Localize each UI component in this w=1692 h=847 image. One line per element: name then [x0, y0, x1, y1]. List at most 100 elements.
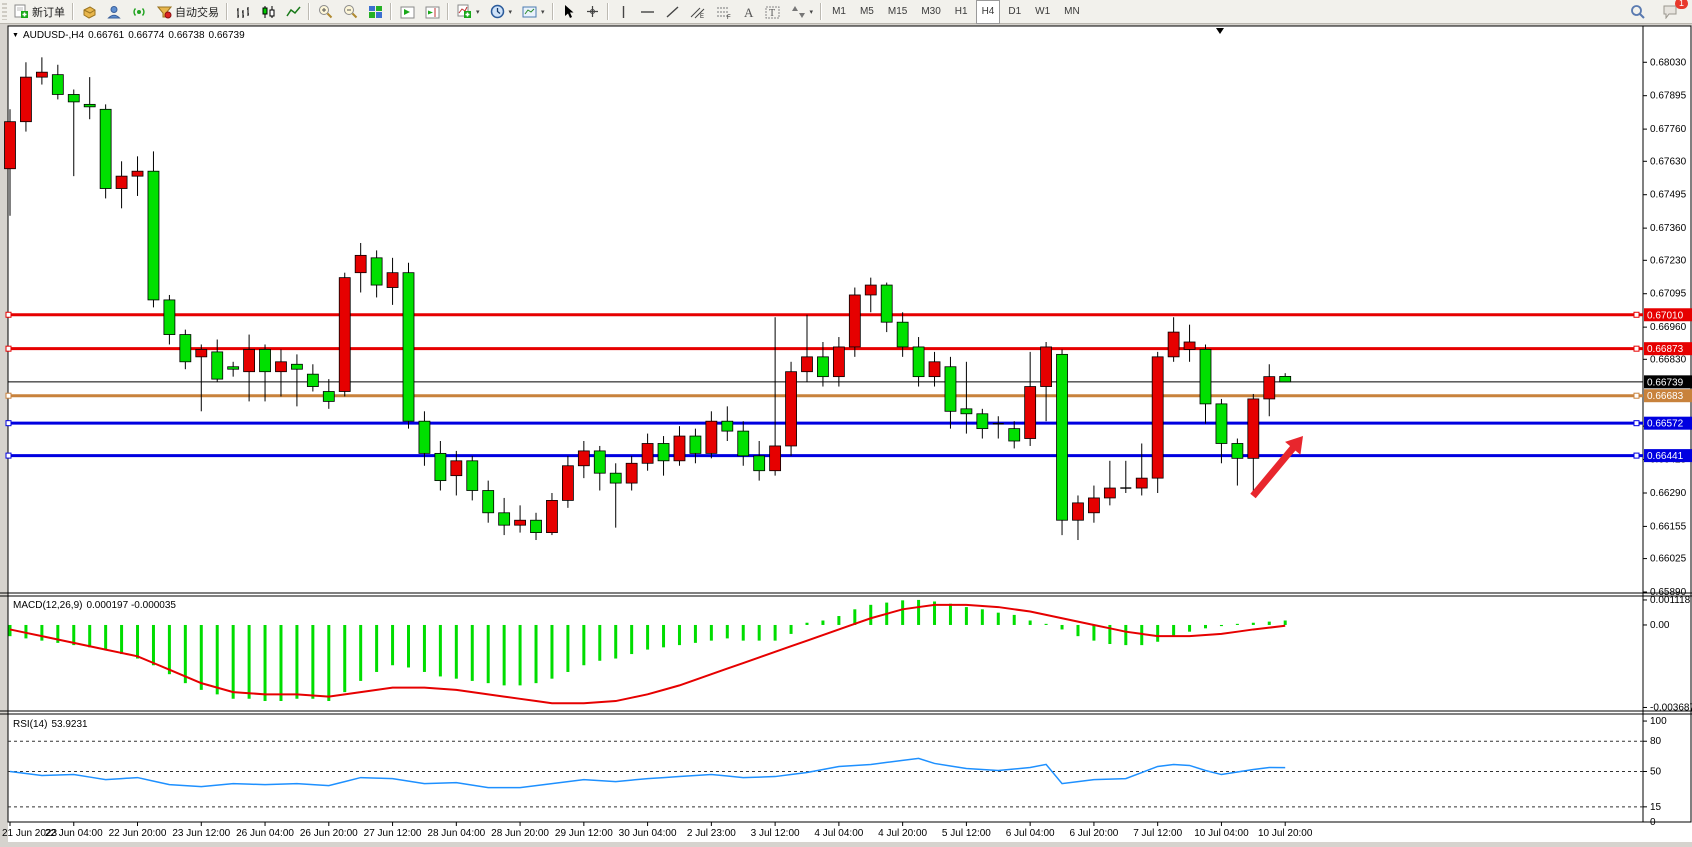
wallet-button[interactable] — [78, 1, 101, 23]
signals-button[interactable] — [128, 1, 151, 23]
price-tick-label: 0.66830 — [1650, 354, 1687, 365]
horizontal-line-button[interactable] — [636, 1, 659, 23]
time-tick-label: 21 Jun 2023 — [2, 828, 57, 839]
toolbar-separator — [820, 3, 823, 20]
candle-body — [163, 299, 176, 335]
periods-button[interactable]: ▾ — [486, 1, 517, 23]
auto-trading-button[interactable]: 自动交易 — [153, 1, 223, 23]
tf-m15[interactable]: M15 — [882, 0, 913, 24]
zoom-out-button[interactable] — [339, 1, 362, 23]
shapes-button[interactable]: ▾ — [787, 1, 818, 23]
dropdown-caret-icon[interactable]: ▾ — [809, 8, 814, 16]
candle-body — [418, 420, 431, 454]
auto-scroll-button[interactable] — [396, 1, 419, 23]
price-tick-label: 0.68030 — [1650, 57, 1687, 68]
templates-button[interactable]: ▾ — [518, 1, 549, 23]
trendline-button[interactable] — [661, 1, 684, 23]
time-tick-label: 6 Jul 20:00 — [1069, 828, 1118, 839]
price-tick-label: 0.67095 — [1650, 289, 1687, 300]
zoom-out-icon — [343, 4, 358, 19]
candle-body — [211, 351, 224, 380]
candle-body — [434, 452, 447, 482]
indicators-button[interactable]: ▾ — [453, 1, 484, 23]
tf-m30[interactable]: M30 — [915, 0, 946, 24]
candle-body — [673, 435, 686, 462]
toolbar-separator — [226, 3, 228, 20]
search-icon — [1630, 4, 1646, 20]
toolbar-group: 新订单 — [9, 0, 70, 23]
cursor-button[interactable] — [558, 1, 579, 23]
new-order-button[interactable]: 新订单 — [10, 1, 69, 23]
search-button[interactable] — [1626, 1, 1650, 23]
price-tag — [1644, 389, 1692, 403]
macd-indicator-label: MACD(12,26,9) 0.000197 -0.000035 — [13, 600, 180, 611]
dropdown-caret-icon[interactable]: ▾ — [508, 8, 513, 16]
tile-windows-button[interactable] — [364, 1, 387, 23]
candle-body — [1183, 341, 1196, 350]
rsi-axis-label: 100 — [1650, 716, 1667, 727]
tf-d1[interactable]: D1 — [1002, 0, 1027, 24]
candlestick-chart-button[interactable] — [257, 1, 280, 23]
symbol-dropdown-icon[interactable]: ▼ — [12, 32, 19, 39]
candle-body — [577, 450, 590, 467]
chart-bars-icon — [236, 5, 251, 19]
tf-m5[interactable]: M5 — [854, 0, 880, 24]
notifications-button[interactable]: 1 — [1658, 0, 1688, 23]
auto-trading-button-label: 自动交易 — [175, 6, 219, 19]
text-a-icon: A — [742, 5, 755, 19]
tf-m1-label: M1 — [832, 6, 846, 17]
vertical-line-button[interactable] — [613, 1, 634, 23]
tf-h1[interactable]: H1 — [949, 0, 974, 24]
channel-button[interactable]: E — [686, 1, 710, 23]
line-chart-button[interactable] — [282, 1, 305, 23]
candle-body — [1024, 386, 1037, 439]
zoom-in-button[interactable] — [314, 1, 337, 23]
tf-mn[interactable]: MN — [1058, 0, 1086, 24]
price-tag-label: 0.66572 — [1647, 419, 1684, 430]
text-button[interactable]: A — [738, 1, 759, 23]
price-tag-label: 0.66683 — [1647, 391, 1684, 402]
candle-body — [609, 472, 622, 484]
svg-text:T: T — [769, 8, 775, 19]
candle-body — [179, 334, 192, 363]
time-tick-label: 28 Jun 04:00 — [427, 828, 485, 839]
chart-shift-button[interactable] — [421, 1, 444, 23]
chart-canvas[interactable]: 0.68030 0.67895 0.67760 0.67630 0.67495 0.673… — [0, 24, 1692, 847]
candle-body — [721, 420, 734, 432]
candle-body — [402, 272, 415, 422]
chart-line-icon — [286, 5, 301, 19]
toolbar-right: 1 — [1625, 0, 1688, 23]
dropdown-caret-icon[interactable]: ▾ — [541, 8, 545, 16]
tf-m1[interactable]: M1 — [826, 0, 852, 24]
time-tick-label: 5 Jul 12:00 — [942, 828, 991, 839]
candle-body — [338, 277, 351, 392]
candle-body — [546, 500, 558, 533]
price-tag — [1644, 449, 1692, 463]
price-tick-label: 0.67230 — [1650, 255, 1687, 266]
candle-body — [801, 356, 813, 373]
dropdown-caret-icon[interactable]: ▾ — [476, 8, 480, 16]
candle-body — [880, 284, 893, 323]
shapes-icon — [791, 5, 806, 19]
tile-windows-icon — [368, 5, 383, 19]
annotation-arrow[interactable] — [1250, 436, 1303, 499]
price-tick-label: 0.66155 — [1650, 521, 1687, 532]
rsi-indicator-label: RSI(14) 53.9231 — [13, 719, 92, 730]
text-label-button[interactable]: T — [761, 1, 785, 23]
bar-chart-button[interactable] — [232, 1, 255, 23]
tf-h4[interactable]: H4 — [975, 0, 1001, 24]
community-button[interactable] — [103, 1, 126, 23]
hline-icon — [640, 5, 655, 19]
candle-body — [1247, 398, 1260, 459]
rsi-pane: 100 80 50 15 0 — [8, 716, 1667, 828]
chart-shift-marker[interactable] — [1216, 28, 1224, 34]
fibonacci-button[interactable]: F — [712, 1, 736, 23]
toolbar-separator — [447, 3, 449, 20]
crosshair-button[interactable] — [581, 1, 604, 23]
tf-w1[interactable]: W1 — [1029, 0, 1056, 24]
indicators-icon — [457, 4, 472, 19]
time-tick-label: 4 Jul 04:00 — [814, 828, 863, 839]
price-tick-label: 0.67630 — [1650, 156, 1687, 167]
candlestick-series — [4, 57, 1292, 541]
